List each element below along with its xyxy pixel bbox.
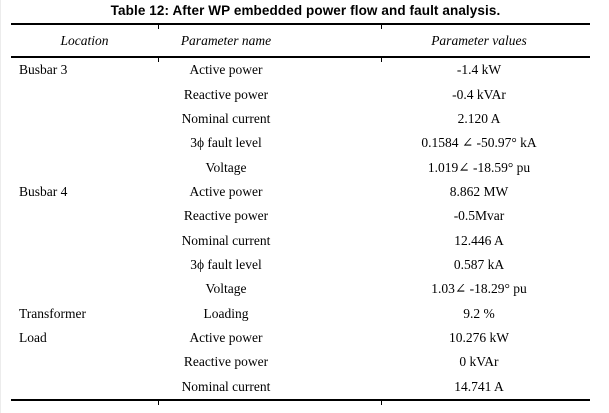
horizontal-rule-top [11,23,590,29]
parameter-value-cell: 10.276 kW [449,330,509,346]
parameter-value-cell: 0 kVAr [459,354,499,370]
column-tick [381,25,382,29]
location-cell: Busbar 3 [19,62,68,78]
table-header-row: Location Parameter name Parameter values [1,25,609,56]
table-row: Nominal current 2.120 A [1,107,609,131]
parameter-value-cell: 0.587 kA [453,257,505,273]
table-row: Transformer Loading 9.2 % [1,302,609,326]
location-cell: Busbar 4 [19,183,68,199]
parameter-value-cell: -1.4 kW [456,62,502,78]
header-parameter-name: Parameter name [180,33,272,48]
parameter-value-cell: 12.446 A [454,232,504,248]
table-row: Reactive power -0.5Mvar [1,204,609,228]
parameter-name-cell: Reactive power [183,354,269,370]
parameter-value-cell: 9.2 % [463,305,495,321]
parameter-name-cell: Nominal current [181,232,271,248]
table-row: Nominal current 14.741 A [1,375,609,399]
parameter-name-cell: Voltage [205,159,247,175]
header-location: Location [60,33,109,48]
table-row: Reactive power -0.4 kVAr [1,82,609,106]
parameter-value-cell: -0.4 kVAr [452,86,506,102]
table-row: 3ϕ fault level 0.587 kA [1,253,609,277]
column-tick [158,25,159,29]
parameter-value-cell: 14.741 A [454,378,504,394]
location-cell: Load [19,330,47,346]
parameter-value-cell: 2.120 A [457,110,501,126]
parameter-name-cell: Loading [203,305,249,321]
column-tick [381,58,382,62]
header-parameter-values: Parameter values [431,33,527,48]
location-cell: Transformer [19,305,86,321]
parameter-name-cell: Nominal current [181,110,271,126]
table-row: Busbar 3 Active power -1.4 kW [1,58,609,82]
parameter-name-cell: Active power [189,330,263,346]
table-row: 3ϕ fault level 0.1584 ∠ -50.97° kA [1,131,609,155]
table-body: Busbar 3 Active power -1.4 kW Reactive p… [1,58,609,399]
parameter-name-cell: Active power [189,183,263,199]
parameter-name-cell: Nominal current [181,378,271,394]
column-tick [381,401,382,405]
column-tick [158,401,159,405]
parameter-value-cell: -0.5Mvar [453,208,505,224]
table-row: Busbar 4 Active power 8.862 MW [1,180,609,204]
parameter-name-cell: 3ϕ fault level [190,257,262,273]
parameter-name-cell: Reactive power [183,208,269,224]
parameter-name-cell: Voltage [205,281,247,297]
horizontal-rule-header [11,56,590,62]
parameter-value-cell: 1.03∠ -18.29° pu [431,281,527,297]
table-row: Voltage 1.03∠ -18.29° pu [1,277,609,301]
table-row: Reactive power 0 kVAr [1,350,609,374]
table-caption: Table 12: After WP embedded power flow a… [110,3,501,18]
column-tick [158,58,159,62]
parameter-name-cell: Reactive power [183,86,269,102]
parameter-name-cell: Active power [189,62,263,78]
parameter-value-cell: 8.862 MW [449,183,509,199]
table-row: Nominal current 12.446 A [1,229,609,253]
parameter-value-cell: 0.1584 ∠ -50.97° kA [421,135,537,151]
table-row: Voltage 1.019∠ -18.59° pu [1,155,609,179]
parameter-value-cell: 1.019∠ -18.59° pu [427,159,531,175]
parameter-name-cell: 3ϕ fault level [190,135,262,151]
horizontal-rule-bottom [11,399,590,405]
table-row: Load Active power 10.276 kW [1,326,609,350]
